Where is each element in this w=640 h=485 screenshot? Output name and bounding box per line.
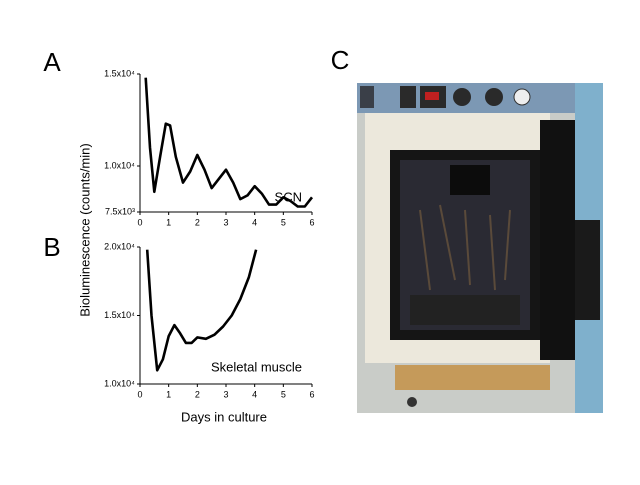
y-tick-label: 1.5x10⁴ bbox=[104, 310, 135, 320]
x-tick-label: 3 bbox=[223, 217, 228, 227]
y-axis-label: Bioluminescence (counts/min) bbox=[77, 143, 92, 316]
data-line bbox=[144, 77, 314, 208]
x-tick-label: 0 bbox=[137, 389, 142, 399]
y-tick-label: 1.5x10⁴ bbox=[104, 68, 135, 78]
x-tick-label: 2 bbox=[195, 389, 200, 399]
panel-label: A bbox=[43, 47, 61, 77]
x-tick-label: 0 bbox=[137, 217, 142, 227]
photo bbox=[357, 83, 603, 413]
y-tick-label: 2.0x10⁴ bbox=[104, 241, 135, 251]
panel-label: C bbox=[331, 45, 350, 75]
x-tick-label: 6 bbox=[309, 217, 314, 227]
series-label: Skeletal muscle bbox=[211, 359, 302, 374]
series-label: SCN bbox=[275, 189, 302, 204]
x-tick-label: 1 bbox=[166, 217, 171, 227]
x-tick-label: 1 bbox=[166, 389, 171, 399]
y-tick-label: 1.0x10⁴ bbox=[104, 378, 135, 388]
x-tick-label: 5 bbox=[281, 217, 286, 227]
x-axis-label: Days in culture bbox=[181, 409, 267, 424]
y-tick-label: 1.0x10⁴ bbox=[104, 160, 135, 170]
x-tick-label: 5 bbox=[281, 389, 286, 399]
data-line bbox=[145, 249, 258, 372]
y-tick-label: 7.5x10³ bbox=[105, 206, 135, 216]
panel-label: B bbox=[43, 232, 60, 262]
x-tick-label: 4 bbox=[252, 389, 257, 399]
x-tick-label: 4 bbox=[252, 217, 257, 227]
x-tick-label: 3 bbox=[223, 389, 228, 399]
x-tick-label: 2 bbox=[195, 217, 200, 227]
x-tick-label: 6 bbox=[309, 389, 314, 399]
